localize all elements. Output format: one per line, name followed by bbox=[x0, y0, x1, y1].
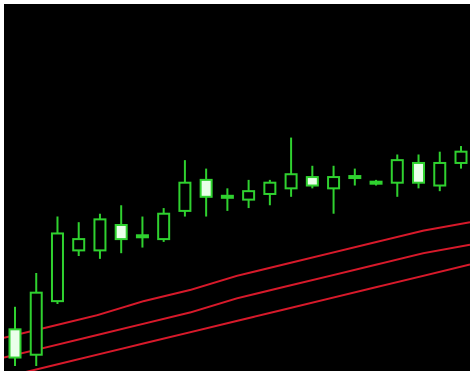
candle-body bbox=[242, 190, 256, 201]
candle bbox=[135, 216, 149, 248]
candle-body bbox=[199, 178, 213, 198]
candle-body bbox=[29, 291, 43, 356]
candle bbox=[390, 154, 404, 197]
candle bbox=[454, 146, 468, 169]
candle bbox=[220, 188, 234, 211]
candle bbox=[263, 179, 277, 206]
candle bbox=[8, 306, 22, 366]
band-line-1 bbox=[4, 221, 470, 339]
band-line-3 bbox=[25, 263, 470, 371]
candle bbox=[50, 216, 64, 304]
candle bbox=[199, 168, 213, 217]
candle-body bbox=[220, 194, 234, 199]
candle bbox=[369, 179, 383, 186]
candle bbox=[114, 205, 128, 254]
band-lines bbox=[4, 221, 470, 371]
candle bbox=[72, 222, 86, 257]
candle-body bbox=[327, 176, 341, 190]
candle-body bbox=[72, 238, 86, 252]
candle bbox=[433, 151, 447, 192]
candle-body bbox=[8, 328, 22, 359]
candle-body bbox=[284, 173, 298, 190]
candle bbox=[305, 165, 319, 189]
candle-body bbox=[263, 181, 277, 195]
candle bbox=[348, 168, 362, 186]
candle bbox=[242, 179, 256, 209]
candlestick-chart bbox=[4, 137, 470, 371]
candle-body bbox=[114, 224, 128, 241]
candle-body bbox=[433, 161, 447, 187]
candle bbox=[178, 160, 192, 217]
candle-body bbox=[157, 212, 171, 241]
candle-body bbox=[348, 175, 362, 180]
candle-body bbox=[93, 218, 107, 252]
candle-body bbox=[305, 176, 319, 187]
candle-body bbox=[369, 180, 383, 185]
candle-body bbox=[412, 161, 426, 184]
candle-body bbox=[178, 181, 192, 212]
candle-body bbox=[50, 232, 64, 303]
candle bbox=[93, 213, 107, 259]
band-line-2 bbox=[4, 243, 470, 359]
candle-body bbox=[454, 150, 468, 164]
candles bbox=[8, 137, 468, 366]
candle bbox=[157, 208, 171, 242]
candle bbox=[327, 165, 341, 214]
candle bbox=[284, 137, 298, 197]
candle bbox=[29, 272, 43, 366]
plot-area bbox=[4, 4, 470, 371]
candle-body bbox=[390, 159, 404, 184]
candle-body bbox=[135, 234, 149, 239]
candle bbox=[412, 154, 426, 189]
